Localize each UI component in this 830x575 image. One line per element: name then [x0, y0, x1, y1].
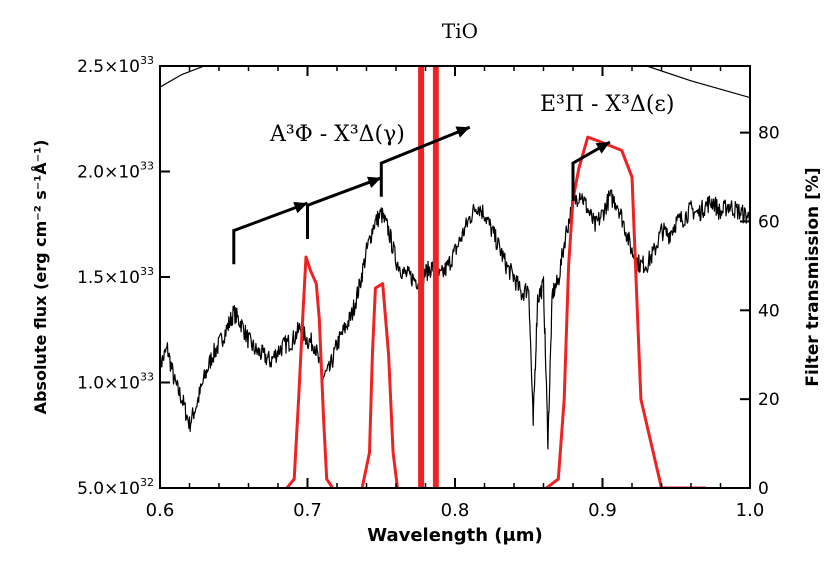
band-arrow-3	[571, 140, 611, 201]
x-tick-label-1: 0.7	[293, 500, 322, 521]
series-line-7	[545, 135, 706, 488]
band-arrowhead-3	[595, 141, 610, 154]
ticks-layer: 0.6 0.7 0.8 0.9 1.0 5.0×1032 1.0×1033 1.5×1033 2…	[77, 54, 780, 521]
band-arrowhead-1	[366, 176, 382, 188]
x-tick-label-0: 0.6	[146, 500, 175, 521]
band-arrow-1	[306, 176, 382, 239]
y-axis-label-right: Filter transmission [%]	[803, 167, 823, 386]
series-layer	[160, 66, 750, 488]
y-left-tick-label-0: 5.0×1032	[77, 476, 154, 499]
arrow-layer	[232, 125, 611, 265]
y-right-tick-label-3: 60	[758, 212, 780, 232]
annotation-gamma: A³Φ - X³Δ(γ)	[269, 122, 405, 147]
annotation-epsilon: E³Π - X³Δ(ε)	[540, 92, 674, 117]
series-line-5	[418, 66, 425, 488]
y-right-tick-label-4: 80	[758, 124, 780, 144]
y-left-tick-label-4: 2.5×1033	[77, 54, 154, 77]
series-line-1	[160, 66, 205, 88]
series-line-6	[432, 66, 439, 488]
series-line-4	[360, 282, 399, 488]
x-tick-label-2: 0.8	[441, 500, 470, 521]
x-tick-label-3: 0.9	[588, 500, 617, 521]
plot-frame	[159, 65, 751, 489]
band-arrow-2	[379, 125, 471, 197]
chart-title: TiO	[442, 19, 478, 43]
y-right-tick-label-0: 0	[758, 479, 769, 499]
band-arrowhead-0	[293, 202, 308, 214]
x-axis-label: Wavelength (μm)	[367, 525, 543, 546]
y-right-tick-label-2: 40	[758, 301, 780, 321]
band-arrowhead-2	[455, 126, 470, 138]
y-axis-label-left: Absolute flux (erg cm⁻² s⁻¹Å⁻¹)	[31, 140, 50, 415]
x-tick-label-4: 1.0	[736, 500, 765, 521]
y-left-tick-label-1: 1.0×1033	[77, 371, 154, 394]
series-line-3	[285, 255, 334, 488]
y-left-tick-label-3: 2.0×1033	[77, 160, 154, 183]
y-right-tick-label-1: 20	[758, 390, 780, 410]
series-line-0	[160, 189, 750, 450]
y-left-tick-label-2: 1.5×1033	[77, 265, 154, 288]
band-arrow-0	[232, 201, 309, 265]
